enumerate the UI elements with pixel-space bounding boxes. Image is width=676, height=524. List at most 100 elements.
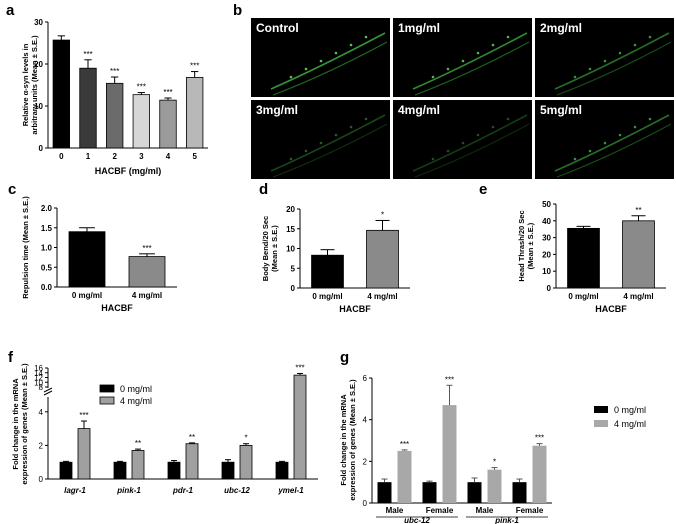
worm-fluorescence [412,114,528,172]
y-axis-title-line: expression of genes (Mean ± S.E.) [20,363,29,485]
x-axis-title: HACBF [101,303,133,313]
x-tick-label: 0 mg/ml [312,292,342,301]
y-tick-label: 2.0 [41,204,53,213]
y-tick-label: 20 [286,205,295,214]
significance-marker: ** [135,439,141,448]
legend-label: 0 mg/ml [614,405,646,415]
x-tick-label: 4 mg/ml [132,291,162,300]
micrograph-label: 5mg/ml [540,103,582,117]
fluorescence-spot [461,59,465,63]
y-tick-label: 16 [34,364,43,373]
x-axis-title: HACBF [595,304,627,314]
significance-marker: *** [163,88,172,97]
y-axis-title: Repulsion time (Mean ± S.E.) [21,196,30,299]
y-axis-title: Body Bend/20 Sec(Mean ± S.E.) [261,216,279,281]
fluorescence-spot [476,133,480,137]
worm-fluorescence [414,123,530,178]
fluorescence-spot [304,67,308,71]
x-axis-title: HACBF [339,304,371,314]
bar-ubc-12-treated [239,444,253,480]
fluorescence-spot [573,157,577,161]
y-tick-label: 20 [542,250,551,259]
micrograph-2mg-ml [535,18,674,97]
micrograph-5mg-ml [535,100,674,179]
bar-5 [185,77,204,149]
bar-Female-treated [532,445,547,503]
y-tick-label: 14 [34,369,43,378]
micrograph-4mg-ml [393,100,532,179]
micrograph-label: Control [256,21,299,35]
bar-Female-control [512,482,527,503]
worm-fluorescence [270,114,386,172]
legend-label: 4 mg/ml [614,419,646,429]
y-tick-label: 1.0 [41,244,53,253]
worm-fluorescence [412,32,528,90]
fluorescence-spot [588,149,592,153]
fluorescence-spot [289,157,293,161]
significance-marker: *** [110,67,119,76]
fluorescence-spot [319,59,323,63]
bar-4-mg-ml [366,229,399,289]
significance-marker: *** [535,434,544,443]
y-tick-label: 0.0 [41,283,53,292]
fluorescence-spot [461,141,465,145]
worm-fluorescence [556,123,672,178]
y-tick-label: 2 [39,441,44,450]
legend-swatch [594,406,608,413]
y-axis-title: Relative α-syn levels inarbitrary units … [21,35,39,135]
bar-4 [159,99,177,149]
fluorescence-spot [349,43,353,47]
bar-0-mg-ml [68,231,106,288]
legend-label: 4 mg/ml [120,396,152,406]
fluorescence-spot [334,133,338,137]
panel-label-g: g [340,349,349,366]
y-tick-label: 5 [291,264,296,273]
x-tick-label: Female [516,506,544,515]
panel-label-f: f [8,349,14,366]
micrograph-label: 3mg/ml [256,103,298,117]
fluorescence-spot [431,75,435,79]
x-tick-label: 0 mg/ml [568,292,598,301]
panel-label-c: c [8,181,16,198]
y-tick-label: 1.5 [41,224,53,233]
axis-break-mark [43,387,53,393]
chart-c-repulsion: 0.0 0.5 1.0 1.5 2.0 0 mg/ml *** 4 mg/ml HACBF Rep… [21,196,177,313]
bar-Female-control [422,482,437,503]
axis-break-mark [43,390,53,396]
y-axis-title-line: (Mean ± S.E.) [270,225,279,272]
y-tick-label: 10 [286,245,295,254]
fluorescence-spot [603,141,607,145]
y-tick-label: 10 [34,378,43,387]
worm-fluorescence [272,123,388,178]
micrograph-Control [251,18,390,97]
y-tick-label: 0 [39,475,44,484]
y-tick-label: 0 [547,284,552,293]
y-tick-label: 0.5 [41,263,53,272]
microscopy-image-grid: Control 1mg/ml 2mg/ml 3mg/ml 4mg/ml 5mg/ml [251,18,674,179]
y-tick-label: 0 [39,144,44,153]
x-tick-label-lagr-1: lagr-1 [64,486,86,495]
bar-Male-control [467,482,482,503]
y-axis-title-line: Fold change in the mRNA [11,378,20,470]
fluorescence-spot [491,125,495,129]
bar-Male-control [377,482,392,503]
significance-marker: *** [79,411,88,420]
fluorescence-spot [364,117,368,121]
panel-label-a: a [6,2,15,19]
fluorescence-spot [648,35,652,39]
significance-marker: *** [400,440,409,449]
x-tick-label: 5 [192,152,197,161]
fluorescence-spot [588,67,592,71]
legend-swatch [99,396,115,405]
panel-label-d: d [259,181,268,198]
fluorescence-spot [431,157,435,161]
legend-swatch [594,420,608,427]
significance-marker: *** [83,50,92,59]
bar-2 [106,82,124,149]
worm-fluorescence [556,41,672,96]
significance-marker: ** [189,433,195,442]
x-tick-label: 0 mg/ml [72,291,102,300]
worm-fluorescence [272,41,388,96]
worm-fluorescence [414,41,530,96]
x-axis-title: HACBF (mg/ml) [95,166,162,176]
